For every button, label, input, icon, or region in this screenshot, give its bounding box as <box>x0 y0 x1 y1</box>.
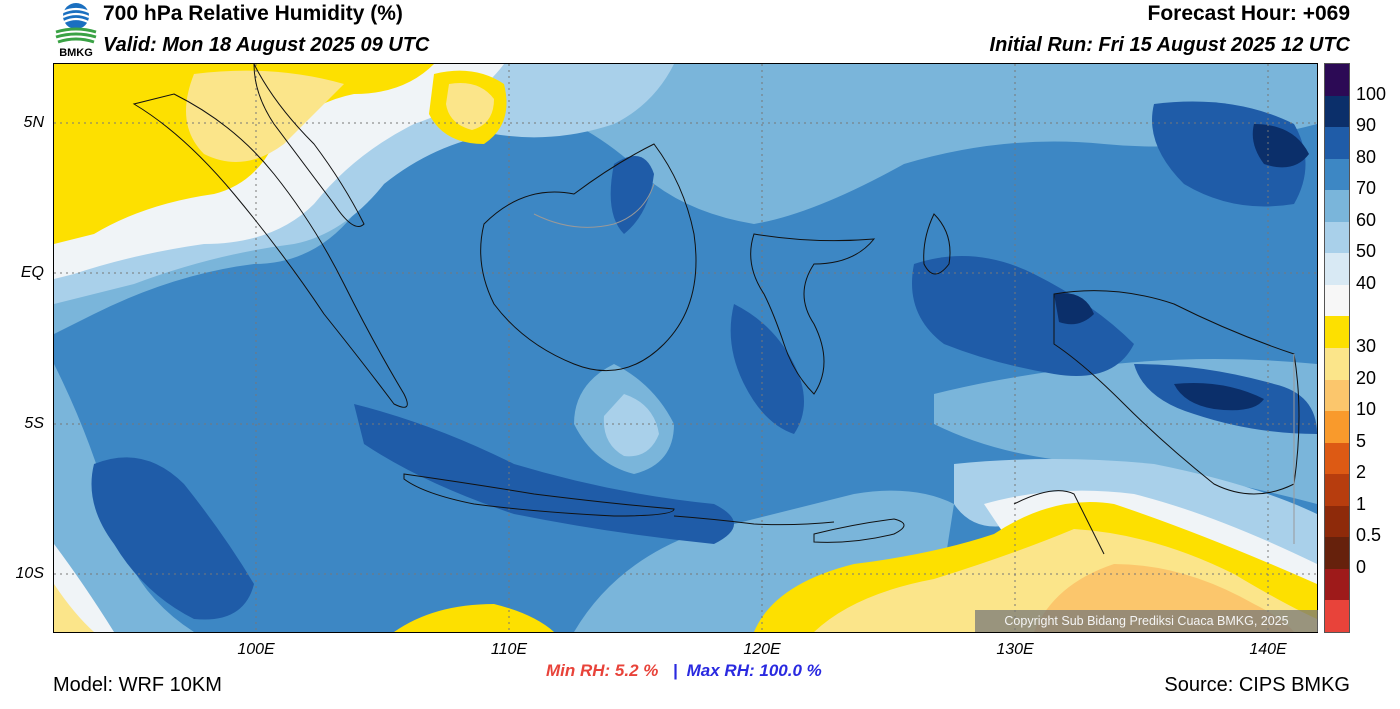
coastlines <box>132 64 1300 555</box>
lat-label-5s: 5S <box>24 415 44 432</box>
rh-20-30-north-blob <box>446 83 494 130</box>
initial-run: Initial Run: Fri 15 August 2025 12 UTC <box>989 34 1350 56</box>
colorbar-label: 1 <box>1356 493 1367 514</box>
valid-time: Valid: Mon 18 August 2025 09 UTC <box>103 34 430 56</box>
colorbar-swatch <box>1325 64 1349 97</box>
logo-text: BMKG <box>59 47 93 59</box>
borders <box>533 183 1295 544</box>
rh-stats: Min RH: 5.2 % | Max RH: 100.0 % <box>546 661 822 681</box>
colorbar-label: 2 <box>1356 462 1367 483</box>
rh-30-40-sw <box>54 584 94 632</box>
papua-coast <box>1053 290 1300 495</box>
colorbar-label: 20 <box>1356 367 1377 388</box>
lat-label-eq: EQ <box>20 264 44 281</box>
humidity-map <box>53 63 1318 633</box>
graticule <box>54 64 1317 632</box>
lat-label-5n: 5N <box>23 114 44 131</box>
source-label: Source: CIPS BMKG <box>1164 674 1350 696</box>
copyright-notice: Copyright Sub Bidang Prediksi Cuaca BMKG… <box>975 610 1318 632</box>
colorbar-swatch <box>1325 600 1349 633</box>
colorbar-label: 70 <box>1356 178 1377 199</box>
colorbar-swatch <box>1325 411 1349 444</box>
max-rh: Max RH: 100.0 % <box>686 661 822 680</box>
colorbar-label: 60 <box>1356 209 1377 230</box>
lon-label-130e: 130E <box>996 641 1034 658</box>
lat-label-10s: 10S <box>15 565 44 582</box>
rh-90-100-maluku <box>1054 293 1094 325</box>
colorbar-label: 40 <box>1356 272 1377 293</box>
chart-title: 700 hPa Relative Humidity (%) <box>103 2 403 25</box>
timor-coast <box>813 518 905 543</box>
malay-peninsula-coast <box>253 64 365 227</box>
rh-90-100-papua <box>1174 383 1264 411</box>
rh-50-60-central <box>603 394 659 457</box>
colorbar-label: 50 <box>1356 241 1377 262</box>
colorbar-label: 0 <box>1356 556 1367 577</box>
borneo-coast <box>480 143 697 372</box>
lon-label-120e: 120E <box>743 641 781 658</box>
rh-80-90-kalimantan <box>610 156 654 234</box>
java-coast <box>403 473 675 517</box>
colorbar-swatch <box>1325 127 1349 160</box>
colorbar-label: 90 <box>1356 115 1377 136</box>
colorbar-label: 10 <box>1356 399 1377 420</box>
rh-60-70-field-south <box>54 364 194 632</box>
australia-coast <box>1013 490 1105 555</box>
rh-20-30-field-nw <box>186 70 344 162</box>
rh-30-40-south-coast <box>394 604 554 632</box>
rh-80-90-sw <box>91 457 254 620</box>
colorbar-swatch <box>1325 253 1349 286</box>
colorbar-swatch <box>1325 190 1349 223</box>
colorbar-swatch <box>1325 348 1349 381</box>
colorbar-swatch <box>1325 379 1349 412</box>
colorbar-label: 5 <box>1356 430 1367 451</box>
colorbar-swatch <box>1325 505 1349 538</box>
colorbar-swatch <box>1325 158 1349 191</box>
lon-label-110e: 110E <box>490 641 528 658</box>
rh-80-90-sulawesi <box>730 304 804 434</box>
colorbar-label: 30 <box>1356 336 1377 356</box>
colorbar-swatch <box>1325 442 1349 475</box>
nusa-tenggara-coast <box>673 515 835 526</box>
colorbar-swatch <box>1325 284 1349 317</box>
sulawesi-coast <box>750 233 876 395</box>
colorbar-label: 0.5 <box>1356 525 1382 546</box>
colorbar-swatch <box>1325 221 1349 254</box>
colorbar-swatch <box>1325 537 1349 570</box>
rh-80-90-maluku <box>912 256 1134 376</box>
rh-50-60-south <box>954 459 1317 584</box>
colorbar-label: 80 <box>1356 146 1377 167</box>
model-label: Model: WRF 10KM <box>53 674 222 696</box>
colorbar-label: 100 <box>1356 83 1387 104</box>
rh-90-100-northeast <box>1252 124 1309 168</box>
colorbar-swatch <box>1325 95 1349 128</box>
colorbar-swatch <box>1325 316 1349 349</box>
rh-80-90-java <box>354 404 734 544</box>
sumatra-coast <box>132 93 408 408</box>
colorbar <box>1324 63 1350 633</box>
colorbar-swatch <box>1325 568 1349 601</box>
lon-label-140e: 140E <box>1249 641 1287 658</box>
halmahera-coast <box>923 213 951 275</box>
lon-label-100e: 100E <box>237 641 275 658</box>
min-rh: Min RH: 5.2 % <box>546 661 659 680</box>
bmkg-logo: BMKG <box>52 2 100 60</box>
forecast-hour: Forecast Hour: +069 <box>1147 2 1351 25</box>
colorbar-swatch <box>1325 474 1349 507</box>
stats-separator: | <box>673 661 678 680</box>
